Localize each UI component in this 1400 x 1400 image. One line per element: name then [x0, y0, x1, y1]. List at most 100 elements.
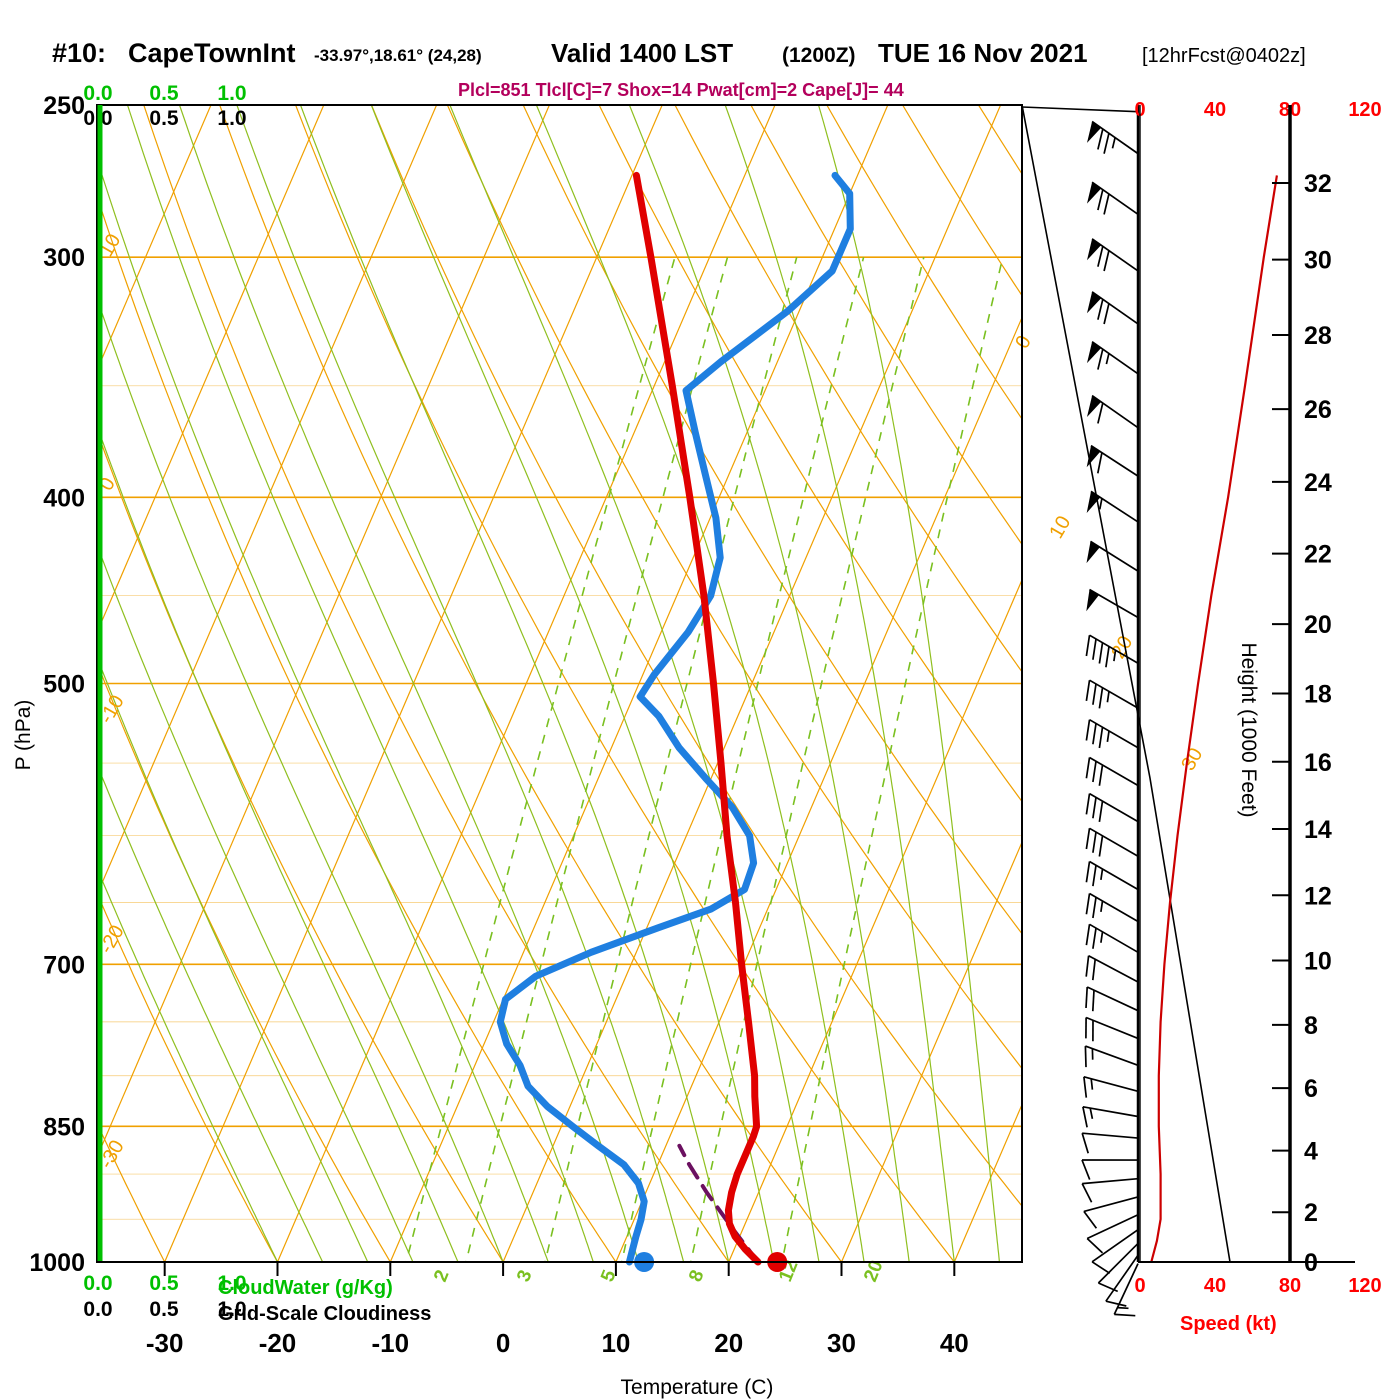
dry-adiabat-line — [219, 105, 842, 1262]
wind-barb — [1087, 181, 1139, 216]
moist-adiabat-line — [449, 105, 820, 1262]
cloudiness-tick-top: 0.5 — [149, 107, 179, 130]
pressure-tick-label: 300 — [43, 244, 85, 272]
adiabat-label-right: 10 — [1045, 512, 1075, 542]
temperature-tick-label: -10 — [372, 1328, 410, 1358]
height-tick-label: 28 — [1304, 322, 1332, 350]
temperature-tick-label: 10 — [601, 1328, 630, 1358]
wind-barb — [1081, 1177, 1139, 1203]
isotherm-line — [276, 105, 776, 1262]
moist-adiabat-line — [97, 762, 324, 1262]
height-tick-label: 32 — [1304, 170, 1332, 198]
dry-adiabat-line — [446, 105, 1022, 1070]
dry-adiabat-line — [598, 105, 1022, 803]
dry-adiabat-line — [370, 105, 1022, 1208]
cloudiness-tick-bottom: 0.0 — [83, 1298, 112, 1321]
wind-barb — [1085, 792, 1139, 823]
cloudiness-tick-bottom: 1.0 — [217, 1298, 246, 1321]
moist-adiabat-line — [97, 655, 369, 1262]
wind-barb — [1085, 892, 1139, 923]
mixing-ratio-line — [689, 257, 925, 1262]
cloudwater-tick-bottom: 1.0 — [217, 1272, 246, 1295]
moist-adiabat-line — [97, 424, 459, 1262]
dry-adiabat-line — [97, 1121, 166, 1262]
height-tick-label: 8 — [1304, 1012, 1318, 1040]
height-axis-label: Height (1000 Feet) — [1237, 642, 1260, 817]
wind-barb — [1091, 1228, 1139, 1275]
cloudwater-axis-label: CloudWater (g/Kg) — [218, 1277, 393, 1299]
speed-tick-top: 120 — [1348, 99, 1381, 121]
height-tick-label: 16 — [1304, 749, 1332, 777]
height-tick-label: 22 — [1304, 541, 1332, 569]
dry-adiabat-line — [295, 105, 955, 1262]
cloudwater-tick-top: 0.0 — [83, 82, 112, 105]
dewpoint-profile-line — [496, 171, 854, 1266]
wind-barb — [1085, 827, 1139, 858]
cloudiness-axis-label: Grid-Scale Cloudiness — [218, 1303, 431, 1325]
isotherm-line — [840, 840, 1022, 1262]
height-tick-label: 12 — [1304, 882, 1332, 910]
mixing-ratio-label: 8 — [685, 1267, 708, 1285]
wind-barb — [1083, 1196, 1139, 1229]
dry-adiabat-line — [674, 105, 1022, 673]
moist-adiabat-line — [817, 105, 1000, 1262]
wind-barb — [1086, 444, 1139, 477]
temperature-tick-label: -30 — [146, 1328, 184, 1358]
mixing-ratio-line — [620, 257, 865, 1262]
isotherm-line — [1067, 105, 1400, 1262]
isotherm-line — [502, 105, 1002, 1262]
temperature-profile-line — [632, 171, 762, 1266]
station-id: #10: — [52, 38, 106, 68]
frame-diagonal — [1021, 104, 1231, 1263]
mixing-ratio-line — [405, 256, 676, 1262]
pressure-tick-label: 850 — [43, 1113, 85, 1141]
height-tick-label: 10 — [1304, 948, 1332, 976]
speed-profile-line — [1150, 175, 1278, 1263]
speed-axis-label: Speed (kt) — [1180, 1313, 1277, 1335]
dry-adiabat-line — [977, 105, 1022, 175]
temperature-tick-label: -20 — [259, 1328, 297, 1358]
wind-barb — [1085, 860, 1139, 891]
wind-barb — [1087, 238, 1139, 272]
wind-barb — [1087, 341, 1139, 375]
wind-barb — [1082, 1105, 1139, 1128]
mixing-ratio-line — [465, 256, 729, 1262]
temperature-axis-label: Temperature (C) — [621, 1376, 774, 1399]
mixing-ratio-label: 5 — [597, 1267, 621, 1285]
temperature-tick-label: 0 — [496, 1328, 510, 1358]
wind-barb — [1083, 1075, 1139, 1098]
cloudiness-tick-bottom: 0.5 — [149, 1298, 179, 1321]
mixing-ratio-label: 3 — [513, 1267, 536, 1285]
mixing-ratio-line — [781, 257, 1004, 1262]
dry-adiabat-line — [97, 891, 279, 1262]
wind-barb — [1085, 1016, 1139, 1042]
wind-barb — [1085, 756, 1139, 787]
speed-tick-bottom: 120 — [1348, 1275, 1381, 1297]
isotherm-line — [97, 105, 438, 897]
height-tick-label: 14 — [1304, 816, 1332, 844]
wind-barb — [1085, 718, 1139, 749]
isotherm-line — [97, 105, 550, 1159]
dry-adiabat-line — [750, 105, 1022, 546]
speed-tick-bottom: 40 — [1204, 1275, 1226, 1297]
diagram-body: 2 3 5 8 12 20100-10-20-3001020302503004005007… — [29, 82, 1400, 1358]
pressure-tick-label: 500 — [43, 671, 85, 699]
cloudwater-tick-top: 1.0 — [217, 82, 246, 105]
pressure-tick-label: 1000 — [29, 1249, 85, 1277]
temperature-tick-label: 40 — [940, 1328, 969, 1358]
mixing-ratio-label: 2 — [430, 1267, 453, 1285]
height-tick-label: 24 — [1304, 469, 1332, 497]
wind-barb — [1086, 490, 1139, 523]
temperature-tick-label: 30 — [827, 1328, 856, 1358]
moist-adiabat-line — [97, 296, 504, 1262]
station-coords: -33.97°,18.61° (24,28) — [314, 46, 482, 65]
cloudwater-tick-bottom: 0.5 — [149, 1272, 179, 1295]
height-tick-label: 30 — [1304, 247, 1332, 275]
dry-adiabat-line — [1282, 105, 1400, 1262]
parcel-trace-line — [677, 1143, 760, 1264]
valid-date: TUE 16 Nov 2021 — [878, 38, 1088, 68]
speed-tick-bottom: 80 — [1279, 1275, 1301, 1297]
wind-barb — [1113, 1263, 1139, 1317]
height-tick-label: 4 — [1304, 1138, 1318, 1166]
